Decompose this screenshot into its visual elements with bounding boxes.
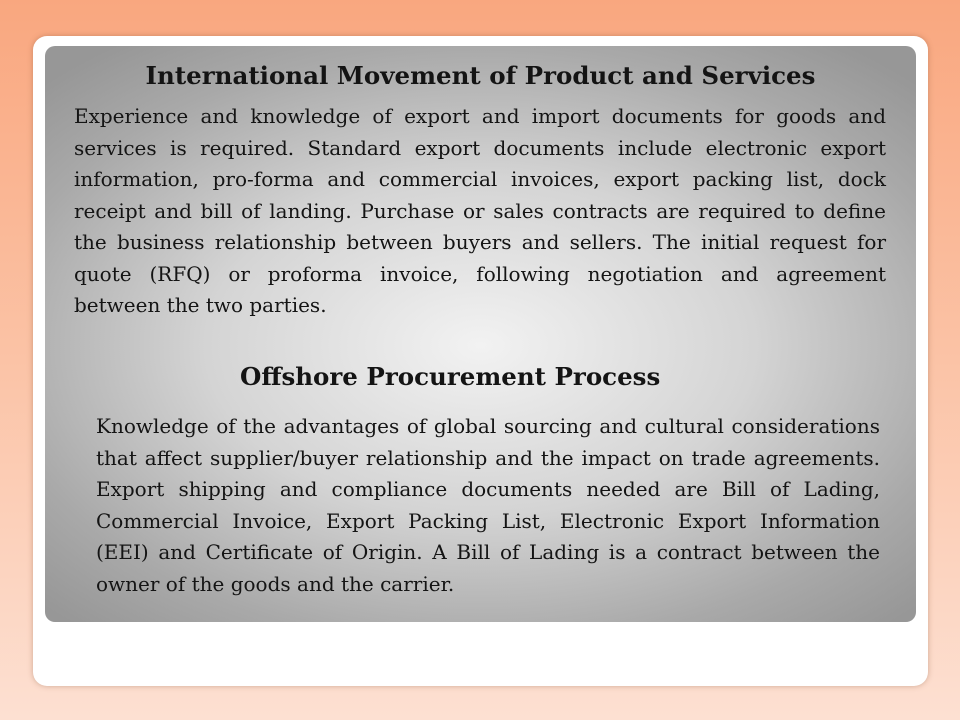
section-body-international-movement: Experience and knowledge of export and i… [74,104,886,317]
section-body-offshore-procurement: Knowledge of the advantages of global so… [96,414,880,596]
section-heading-international-movement: International Movement of Product and Se… [145,61,816,90]
content-panel: International Movement of Product and Se… [45,46,916,622]
section-heading-offshore-procurement: Offshore Procurement Process [240,362,661,391]
